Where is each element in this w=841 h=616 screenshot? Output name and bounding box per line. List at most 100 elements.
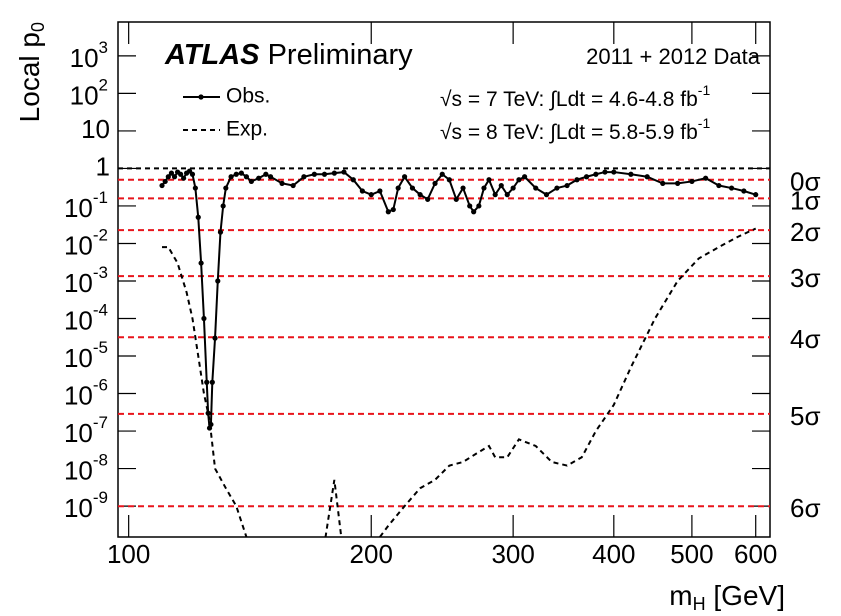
y-tick-exp: -5 [93, 339, 108, 358]
y-tick-exp: -3 [93, 263, 108, 282]
data-point [409, 185, 416, 191]
data-point [209, 379, 215, 385]
data-point [583, 174, 590, 180]
data-point [703, 175, 709, 181]
data-point [728, 185, 735, 191]
data-point [220, 203, 226, 209]
y-tick-base: 10 [64, 455, 93, 485]
legend-label: Exp. [226, 118, 268, 141]
data-point [341, 169, 347, 175]
y-tick-base: 10 [64, 268, 93, 298]
y-tick-label: 103 [70, 38, 108, 72]
y-tick-exp: 3 [99, 38, 108, 57]
y-tick-base: 10 [64, 493, 93, 523]
data-point [689, 178, 695, 185]
data-point [644, 174, 650, 180]
series-line [378, 227, 757, 537]
y-tick-base: 10 [64, 230, 93, 260]
data-point [611, 169, 617, 175]
y-tick-exp: -7 [93, 414, 108, 433]
series-line [324, 479, 343, 537]
y-tick-exp: -6 [93, 376, 108, 395]
data-point [162, 178, 168, 185]
sigma-label: 0σ [790, 167, 821, 197]
data-point [223, 185, 229, 191]
data-point [716, 182, 722, 189]
y-tick-base: 10 [64, 343, 93, 373]
data-point [439, 171, 445, 177]
data-point [243, 174, 250, 180]
y-tick-base: 10 [70, 43, 99, 73]
data-point [350, 177, 356, 183]
title-bold: ATLAS [164, 39, 260, 71]
data-point [198, 260, 204, 266]
y-tick-exp: -1 [93, 188, 108, 207]
data-point [215, 278, 221, 284]
data-point [165, 174, 171, 180]
y-tick-base: 10 [64, 305, 93, 335]
data-point [741, 188, 747, 194]
y-tick-exp: -8 [93, 451, 108, 470]
y-axis-label: Local p0 [14, 22, 47, 122]
y-tick-exp: -4 [93, 301, 108, 320]
y-tick-label: 10-8 [64, 451, 108, 485]
data-point [432, 180, 438, 186]
y-tick-label: 10-9 [64, 489, 108, 523]
data-point [395, 185, 401, 191]
data-point [267, 174, 274, 180]
x-tick-label: 300 [491, 539, 534, 569]
y-tick-label: 10-2 [64, 226, 108, 260]
data-point [481, 185, 487, 191]
ylabel-sub: 0 [28, 22, 48, 32]
data-point [504, 192, 510, 198]
data-point [593, 171, 599, 177]
energy-sup: -1 [698, 115, 711, 131]
x-tick-label: 600 [734, 539, 777, 569]
data-point [753, 192, 759, 198]
data-point [359, 188, 365, 194]
data-point [178, 171, 184, 177]
data-point [476, 203, 482, 209]
data-point [522, 174, 528, 180]
data-point [417, 192, 423, 198]
y-tick-exp: -2 [93, 226, 108, 245]
data-point [195, 214, 201, 220]
data-point [390, 206, 396, 213]
data-point [217, 229, 224, 235]
data-point [311, 171, 317, 177]
data-point [228, 174, 234, 180]
data-point [675, 180, 681, 186]
chart-title: ATLAS Preliminary [164, 39, 413, 71]
energy-text: √s = 8 TeV: ∫Ldt = 5.8-5.9 fb [440, 121, 698, 144]
data-point [660, 180, 666, 186]
sigma-label: 1σ [790, 185, 821, 215]
y-tick-label: 10-3 [64, 263, 108, 297]
data-point [498, 182, 504, 189]
dataset-label: 2011 + 2012 Data [586, 44, 761, 69]
data-point [301, 174, 307, 180]
data-point [159, 182, 165, 189]
data-point [238, 170, 244, 176]
data-point [192, 185, 198, 191]
data-point [460, 185, 466, 191]
data-point [425, 196, 431, 202]
sigma-label: 6σ [790, 493, 821, 523]
data-point [171, 174, 178, 180]
data-point [279, 180, 285, 186]
y-tick-label: 10-7 [64, 414, 108, 448]
data-point [321, 171, 328, 177]
data-point [510, 185, 516, 191]
energy-line: √s = 8 TeV: ∫Ldt = 5.8-5.9 fb-1 [440, 115, 710, 144]
data-point [401, 174, 408, 180]
data-point [248, 178, 254, 185]
energy-text: √s = 7 TeV: ∫Ldt = 4.6-4.8 fb [440, 88, 698, 111]
energy-line: √s = 7 TeV: ∫Ldt = 4.6-4.8 fb-1 [440, 82, 710, 111]
data-point [628, 171, 634, 177]
y-tick-exp: -9 [93, 489, 108, 508]
data-point [212, 335, 218, 341]
y-tick-label: 1 [96, 151, 110, 181]
data-point [189, 171, 196, 177]
y-tick-base: 10 [64, 418, 93, 448]
ylabel-base: Local p [14, 32, 45, 122]
data-point [385, 209, 391, 215]
